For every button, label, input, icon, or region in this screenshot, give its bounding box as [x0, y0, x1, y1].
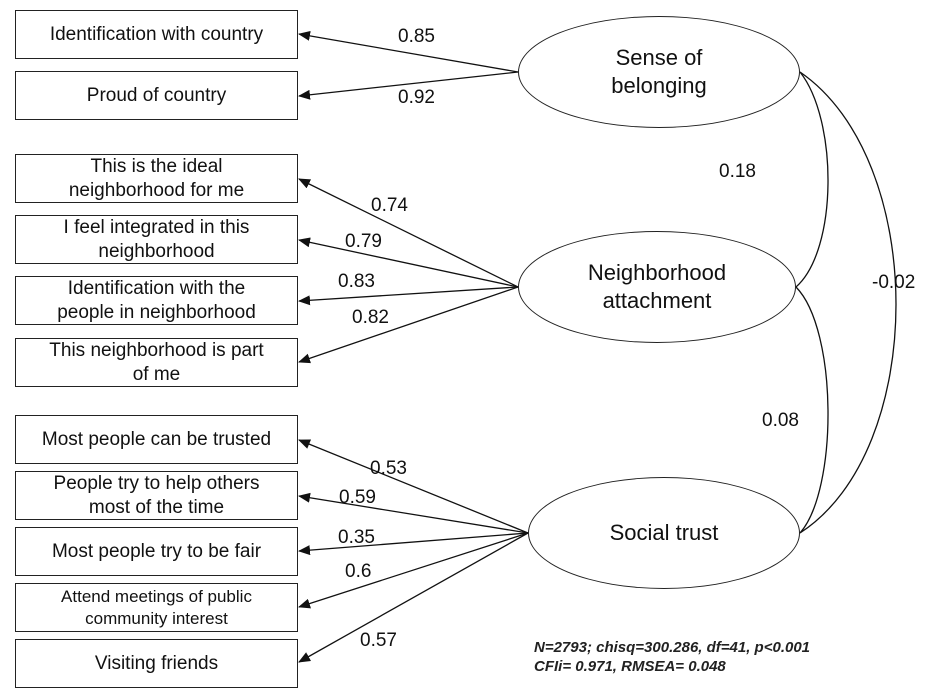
loading-label: 0.57 — [360, 630, 397, 651]
indicator-box: This is the ideal neighborhood for me — [15, 154, 298, 203]
indicator-box: Proud of country — [15, 71, 298, 120]
loading-paths — [298, 30, 529, 663]
loading-label: 0.59 — [339, 487, 376, 508]
fit-statistics-line-2: CFIi= 0.971, RMSEA= 0.048 — [534, 658, 726, 675]
indicator-label: People try to help others — [53, 472, 260, 494]
loading-arrow — [298, 286, 519, 364]
loading-arrow — [298, 532, 529, 609]
indicator-label: I feel integrated in this — [63, 216, 250, 238]
loading-label: 0.92 — [398, 87, 435, 108]
indicator-box: Identification with the people in neighbo… — [15, 276, 298, 325]
factor-label: Neighborhood — [587, 260, 727, 285]
factor-label: belonging — [611, 73, 707, 98]
loading-arrow — [298, 178, 519, 288]
indicator-label: Visiting friends — [94, 652, 219, 674]
loading-arrow — [298, 532, 529, 556]
factor-sense-of-belonging: Sense of belonging — [518, 16, 800, 128]
loading-label: 0.82 — [352, 307, 389, 328]
indicator-label: This neighborhood is part — [49, 339, 264, 361]
loading-arrow — [298, 286, 519, 306]
indicator-box: Visiting friends — [15, 639, 298, 688]
indicator-label: community interest — [85, 608, 228, 628]
indicator-label: neighborhood — [98, 240, 215, 262]
loading-arrow — [298, 532, 529, 663]
fit-statistics-line-1: N=2793; chisq=300.286, df=41, p<0.001 — [534, 639, 811, 656]
loading-label: 0.53 — [370, 458, 407, 479]
indicator-box: People try to help others most of the tim… — [15, 471, 298, 520]
loading-arrow — [298, 237, 519, 288]
indicator-label: This is the ideal — [90, 155, 223, 177]
loading-label: 0.74 — [371, 195, 408, 216]
indicator-label: Identification with the — [67, 277, 246, 299]
loading-arrow — [298, 439, 529, 534]
indicator-box: Most people can be trusted — [15, 415, 298, 464]
covariance-belonging-attachment — [795, 71, 829, 288]
indicator-box: Identification with country — [15, 10, 298, 59]
covariance-label: 0.08 — [762, 410, 799, 431]
indicator-box: Attend meetings of public community inter… — [15, 583, 298, 632]
indicator-box: Most people try to be fair — [15, 527, 298, 576]
factor-label: attachment — [602, 288, 712, 313]
factor-label: Sense of — [615, 45, 703, 70]
loading-label: 0.79 — [345, 231, 382, 252]
loading-arrow — [298, 492, 529, 534]
loading-label: 0.6 — [345, 561, 372, 582]
indicator-label: people in neighborhood — [57, 301, 256, 323]
factor-neighborhood-attachment: Neighborhood attachment — [518, 231, 796, 343]
indicator-label: Identification with country — [49, 23, 264, 45]
loading-arrow — [298, 71, 519, 100]
loading-label: 0.83 — [338, 271, 375, 292]
covariance-attachment-trust — [795, 286, 829, 534]
loading-label: 0.35 — [338, 527, 375, 548]
indicator-label: of me — [132, 363, 181, 385]
factor-label: Social trust — [609, 520, 719, 545]
loading-label: 0.85 — [398, 26, 435, 47]
covariance-belonging-trust — [799, 71, 897, 534]
covariance-label: -0.02 — [872, 272, 916, 293]
indicator-label: Proud of country — [86, 84, 227, 106]
indicator-label: Most people try to be fair — [51, 540, 262, 562]
indicator-label: Most people can be trusted — [41, 428, 272, 450]
indicator-box: I feel integrated in this neighborhood — [15, 215, 298, 264]
indicator-label: Attend meetings of public — [61, 586, 252, 606]
covariance-paths — [795, 71, 897, 534]
indicator-box: This neighborhood is part of me — [15, 338, 298, 387]
indicator-label: neighborhood for me — [68, 179, 245, 201]
factor-social-trust: Social trust — [528, 477, 800, 589]
indicator-label: most of the time — [88, 496, 225, 518]
covariance-label: 0.18 — [719, 161, 756, 182]
loading-arrow — [298, 30, 519, 73]
